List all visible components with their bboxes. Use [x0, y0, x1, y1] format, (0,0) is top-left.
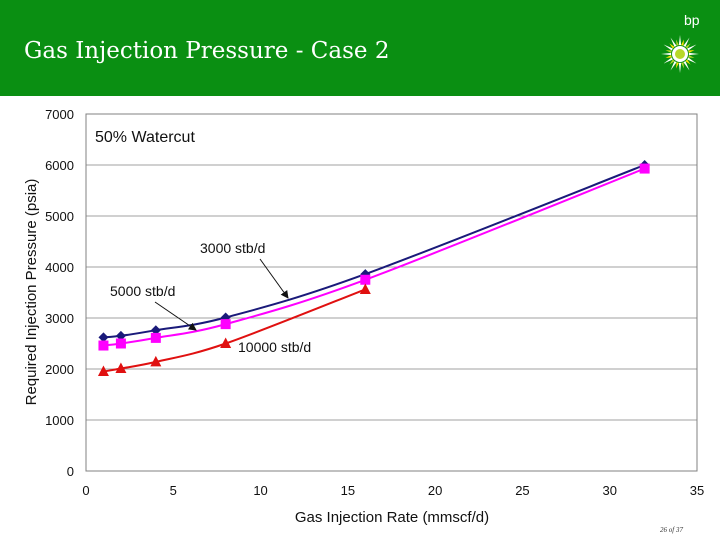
data-point: [97, 365, 109, 377]
title-banner: Gas Injection Pressure - Case 2 bp: [0, 0, 720, 96]
logo-ray: [683, 37, 690, 47]
logo-ray: [683, 61, 690, 71]
bp-wordmark: bp: [684, 12, 700, 28]
series-annotations: 3000 stb/d 5000 stb/d 10000 stb/d: [110, 240, 311, 355]
logo-ray: [670, 61, 677, 71]
y-tick-label: 1000: [45, 413, 74, 428]
logo-ray: [665, 50, 672, 53]
logo-ray: [678, 62, 682, 73]
logo-ray: [678, 35, 682, 46]
logo-ray: [670, 37, 677, 47]
data-point: [220, 337, 232, 348]
data-point: [150, 332, 161, 343]
slide-title: Gas Injection Pressure - Case 2: [24, 38, 390, 64]
data-point: [98, 340, 109, 351]
chart-title: 50% Watercut: [95, 129, 195, 146]
data-point: [639, 163, 650, 174]
logo-ray: [688, 52, 699, 56]
logo-ray: [665, 55, 672, 58]
x-tick-label: 10: [253, 483, 267, 498]
y-tick-label: 0: [67, 464, 74, 479]
y-tick-label: 3000: [45, 311, 74, 326]
series-label: 10000 stb/d: [238, 339, 311, 355]
logo-ray: [687, 57, 697, 64]
x-tick-label: 15: [341, 483, 355, 498]
logo-ray: [687, 44, 697, 51]
x-axis-label: Gas Injection Rate (mmscf/d): [295, 509, 489, 526]
data-point: [360, 269, 371, 280]
logo-ray: [669, 43, 675, 49]
series-line: [103, 164, 645, 339]
y-axis-ticks: 0 1000 2000 3000 4000 5000 6000 7000: [45, 107, 74, 479]
series-label: 3000 stb/d: [200, 240, 265, 256]
data-point: [220, 319, 231, 330]
logo-ray: [681, 39, 684, 46]
logo-ray: [685, 43, 691, 49]
logo-ray: [688, 50, 695, 53]
logo-ray: [685, 59, 691, 65]
x-tick-label: 20: [428, 483, 442, 498]
logo-ray: [676, 62, 679, 69]
logo-ray: [663, 44, 673, 51]
logo-ray: [663, 57, 673, 64]
data-point: [360, 274, 371, 285]
x-tick-label: 5: [170, 483, 177, 498]
logo-ray: [681, 62, 684, 69]
y-tick-label: 4000: [45, 260, 74, 275]
logo-ray: [669, 59, 675, 65]
series-line: [103, 167, 645, 347]
series-label: 5000 stb/d: [110, 283, 175, 299]
y-tick-label: 5000: [45, 209, 74, 224]
x-tick-label: 0: [82, 483, 89, 498]
data-point: [115, 362, 127, 373]
logo-ray: [661, 52, 672, 56]
x-tick-label: 35: [690, 483, 704, 498]
series-markers: [97, 160, 650, 377]
series-line: [103, 288, 366, 373]
data-point: [115, 330, 126, 341]
data-point: [115, 338, 126, 349]
x-tick-label: 30: [602, 483, 616, 498]
pressure-chart: 0 1000 2000 3000 4000 5000 6000 7000 0 5 10 15 20 25…: [23, 107, 704, 526]
y-tick-label: 7000: [45, 107, 74, 122]
series-lines: [103, 164, 645, 373]
logo-ray: [688, 55, 695, 58]
y-tick-label: 6000: [45, 158, 74, 173]
data-point: [150, 325, 161, 336]
plot-frame: [85, 113, 698, 472]
page-number: 26 of 37: [660, 526, 683, 534]
bp-logo-icon: [661, 35, 699, 73]
x-axis-ticks: 0 5 10 15 20 25 30 35: [82, 483, 704, 498]
y-tick-label: 2000: [45, 362, 74, 377]
x-tick-label: 25: [515, 483, 529, 498]
data-point: [359, 283, 371, 294]
callout-arrow: [259, 258, 289, 299]
y-axis-label: Required Injection Pressure (psia): [23, 179, 40, 406]
data-point: [150, 355, 162, 367]
callout-arrow: [154, 301, 197, 331]
logo-ray: [676, 39, 679, 46]
gridlines: [86, 164, 697, 421]
data-point: [98, 332, 109, 343]
